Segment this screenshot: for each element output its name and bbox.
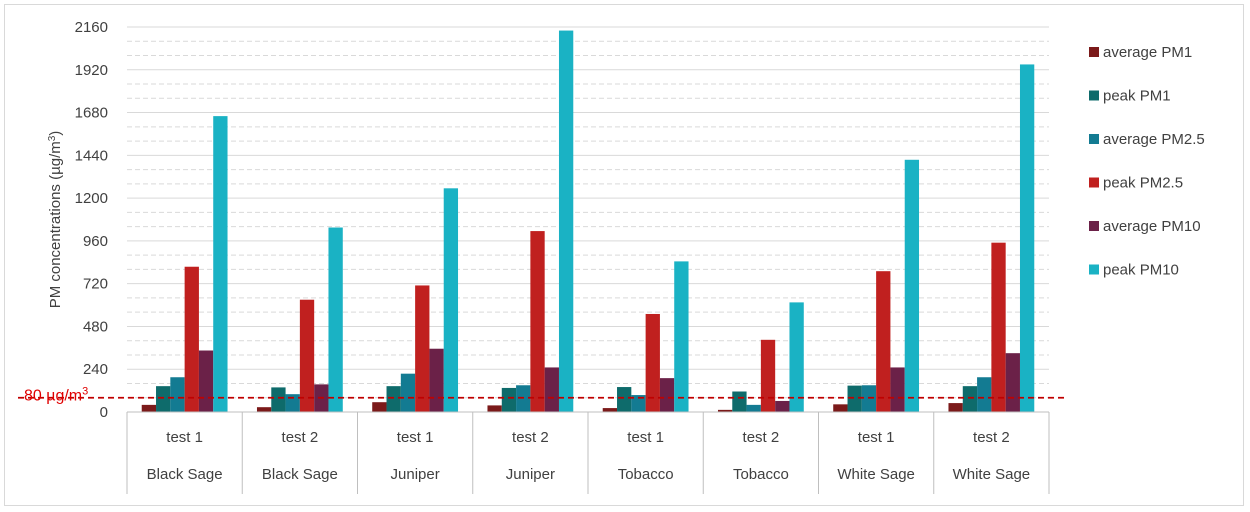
- bar-average-pm2-5: [170, 377, 185, 412]
- bar-peak-pm2-5: [760, 339, 776, 412]
- bar-average-pm1: [487, 405, 502, 412]
- bar-average-pm10: [775, 400, 790, 412]
- reference-line-label: 80 µg/m3: [24, 386, 88, 405]
- bar-peak-pm10: [904, 159, 920, 412]
- y-tick-label: 720: [83, 276, 108, 293]
- bar-peak-pm1: [386, 386, 401, 412]
- legend-label: peak PM1: [1103, 88, 1171, 105]
- bar-average-pm10: [1005, 353, 1020, 412]
- category-group-label: White Sage: [837, 466, 915, 483]
- y-axis-title-superscript: 3: [47, 135, 58, 141]
- y-tick-label: 240: [83, 361, 108, 378]
- bar-peak-pm2-5: [645, 313, 660, 412]
- bar-average-pm2-5: [631, 395, 646, 412]
- bar-peak-pm1: [271, 387, 286, 412]
- legend-swatch: [1089, 47, 1099, 57]
- bar-peak-pm2-5: [991, 242, 1006, 412]
- bar-average-pm10: [659, 378, 675, 412]
- reference-line-label-superscript: 3: [82, 386, 88, 398]
- category-test-label: test 1: [397, 429, 434, 446]
- y-tick-label: 960: [83, 233, 108, 250]
- category-test-label: test 1: [166, 429, 203, 446]
- bar-peak-pm10: [328, 227, 343, 412]
- bar-peak-pm10: [213, 116, 228, 413]
- category-group-label: White Sage: [953, 466, 1031, 483]
- y-tick-label: 1200: [75, 190, 108, 207]
- legend-swatch: [1089, 221, 1099, 231]
- bar-peak-pm1: [617, 387, 632, 412]
- bar-peak-pm10: [789, 302, 804, 412]
- bar-peak-pm1: [501, 387, 517, 412]
- bar-peak-pm1: [847, 385, 862, 412]
- y-axis-title-tail: ): [47, 131, 64, 136]
- category-group-label: Black Sage: [262, 466, 338, 483]
- bar-peak-pm1: [732, 391, 747, 412]
- bar-average-pm1: [256, 407, 272, 412]
- bar-peak-pm2-5: [530, 231, 545, 412]
- bar-peak-pm2-5: [299, 299, 315, 412]
- bar-peak-pm10: [674, 261, 689, 412]
- bar-average-pm1: [948, 403, 963, 412]
- category-group-label: Black Sage: [147, 466, 223, 483]
- legend-swatch: [1089, 90, 1099, 101]
- bar-average-pm2-5: [977, 377, 992, 412]
- legend-label: peak PM2.5: [1103, 175, 1183, 192]
- bar-average-pm1: [141, 404, 157, 412]
- legend-label: average PM10: [1103, 218, 1201, 235]
- legend-label: average PM2.5: [1103, 131, 1205, 148]
- category-test-label: test 1: [858, 429, 895, 446]
- bar-peak-pm2-5: [184, 266, 199, 412]
- y-tick-label: 1680: [75, 105, 108, 122]
- y-tick-label: 480: [83, 318, 108, 335]
- legend-label: peak PM10: [1103, 262, 1179, 279]
- bar-peak-pm2-5: [876, 271, 891, 412]
- legend-swatch: [1089, 134, 1099, 144]
- bar-average-pm2-5: [400, 373, 416, 412]
- y-tick-label: 1440: [75, 147, 108, 164]
- category-test-label: test 2: [512, 429, 549, 446]
- bar-peak-pm1: [962, 386, 978, 412]
- category-group-label: Tobacco: [733, 466, 789, 483]
- bar-average-pm1: [602, 408, 618, 412]
- category-test-label: test 2: [973, 429, 1010, 446]
- bar-peak-pm10: [558, 30, 574, 412]
- bar-peak-pm2-5: [415, 285, 430, 412]
- bar-average-pm1: [833, 404, 848, 412]
- y-tick-label: 0: [100, 404, 108, 421]
- bar-average-pm1: [372, 402, 387, 412]
- bar-peak-pm10: [1019, 64, 1035, 413]
- bar-average-pm2-5: [746, 404, 761, 412]
- legend-swatch: [1089, 177, 1099, 188]
- legend-label: average PM1: [1103, 44, 1192, 61]
- bar-peak-pm1: [156, 386, 171, 412]
- category-test-label: test 2: [743, 429, 780, 446]
- legend-swatch: [1089, 264, 1099, 275]
- category-test-label: test 1: [627, 429, 664, 446]
- category-group-label: Juniper: [391, 466, 440, 483]
- category-test-label: test 2: [282, 429, 319, 446]
- category-group-label: Tobacco: [618, 466, 674, 483]
- y-tick-label: 1920: [75, 62, 108, 79]
- y-tick-label: 2160: [75, 19, 108, 36]
- bar-average-pm1: [717, 409, 733, 412]
- bar-average-pm10: [544, 367, 559, 412]
- bar-average-pm10: [429, 348, 444, 412]
- bar-average-pm10: [890, 367, 905, 412]
- bar-average-pm10: [198, 350, 214, 412]
- y-axis-title: PM concentrations (µg/m3): [47, 131, 65, 309]
- category-group-label: Juniper: [506, 466, 555, 483]
- bar-peak-pm10: [443, 188, 459, 412]
